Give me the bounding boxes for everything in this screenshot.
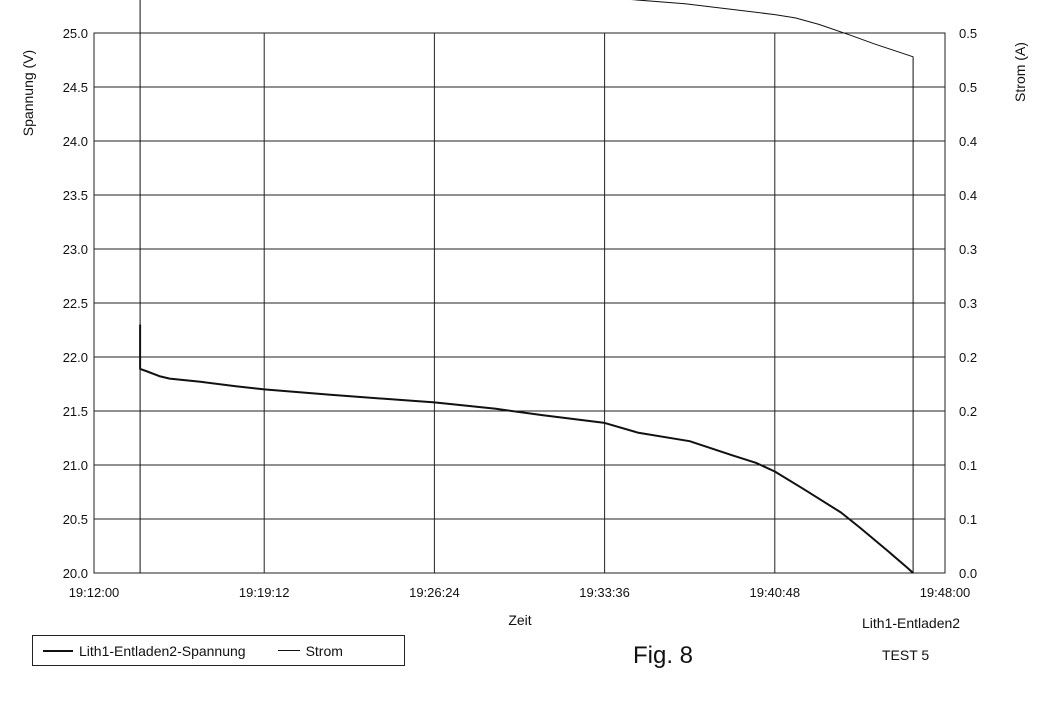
y-tick-label: 22.0 [63,350,88,365]
x-tick-label: 19:40:48 [749,585,800,600]
grid-lines [94,33,945,573]
legend-label-voltage: Lith1-Entladen2-Spannung [79,642,246,659]
series-line-current [139,0,914,573]
y-tick-label: 25.0 [63,26,88,41]
y-tick-label: 21.0 [63,458,88,473]
y-tick-label: 20.0 [63,566,88,581]
y-tick-label: 22.5 [63,296,88,311]
y2-tick-label: 0.2 [959,350,977,365]
y2-tick-label: 0.1 [959,512,977,527]
y-tick-label: 24.0 [63,134,88,149]
y2-tick-label: 0.4 [959,134,977,149]
series-line-voltage [139,324,914,574]
figure-label: Fig. 8 [633,642,694,669]
plot-area-border [93,32,946,574]
y-tick-label: 24.5 [63,80,88,95]
x-tick-label: 19:26:24 [409,585,460,600]
x-axis-label: Zeit [508,612,531,628]
x-tick-label: 19:12:00 [69,585,120,600]
y-tick-label: 21.5 [63,404,88,419]
x-tick-label: 19:19:12 [239,585,290,600]
y2-tick-label: 0.1 [959,458,977,473]
legend: Lith1-Entladen2-Spannung Strom [32,635,405,666]
legend-item-current: Strom [277,642,343,659]
tick-labels: 20.0 20.5 21.0 21.5 22.0 22.5 23.0 23.5 24.0 24.5… [63,26,977,600]
legend-swatch-current [277,650,300,651]
chart-marks [139,0,914,574]
y2-tick-label: 0.0 [959,566,977,581]
y2-tick-label: 0.5 [959,80,977,95]
x-tick-label: 19:48:00 [920,585,971,600]
test-label: TEST 5 [882,647,930,663]
y2-tick-label: 0.3 [959,242,977,257]
y-axis-label: Spannung (V) [20,50,36,136]
y2-tick-label: 0.5 [959,26,977,41]
legend-item-voltage: Lith1-Entladen2-Spannung [43,643,246,659]
legend-swatch-voltage [43,649,73,652]
x-tick-label: 19:33:36 [579,585,630,600]
y-tick-label: 23.0 [63,242,88,257]
source-name: Lith1-Entladen2 [862,615,961,631]
y-tick-label: 23.5 [63,188,88,203]
y2-tick-label: 0.4 [959,188,977,203]
legend-label-current: Strom [305,642,343,659]
y2-axis-label: Strom (A) [1012,42,1028,102]
y2-tick-label: 0.2 [959,404,977,419]
y2-tick-label: 0.3 [959,296,977,311]
y-tick-label: 20.5 [63,512,88,527]
